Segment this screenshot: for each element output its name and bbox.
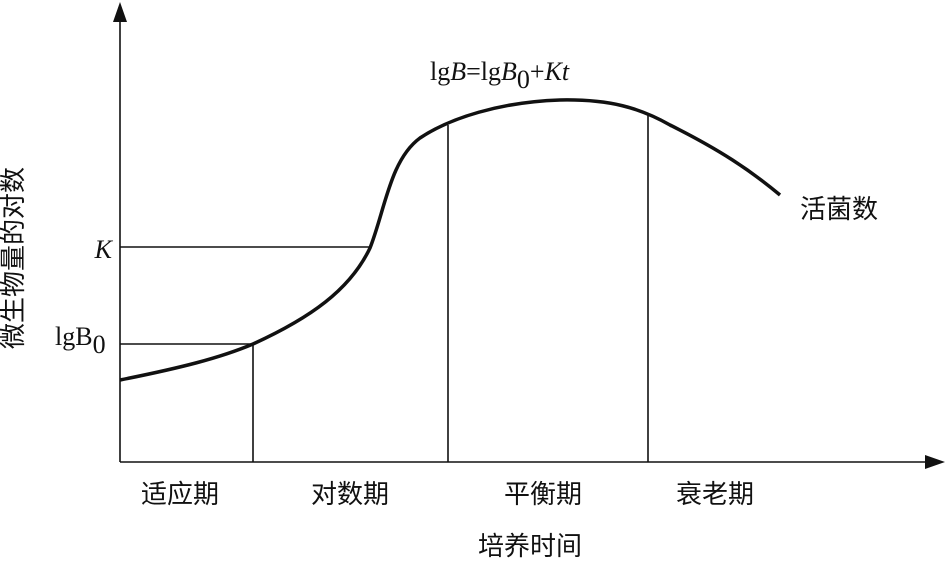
- growth-curve: [119, 98, 782, 382]
- y-axis-label: 微生物量的对数: [0, 167, 28, 349]
- lgb0-label: lgB0: [55, 322, 106, 359]
- x-axis-label: 培养时间: [478, 532, 582, 561]
- formula-part: lg: [430, 57, 450, 86]
- formula-part: B: [450, 57, 466, 86]
- formula-part: 0: [517, 65, 530, 94]
- phase-label: 对数期: [311, 480, 389, 509]
- phase-label: 适应期: [141, 480, 219, 509]
- formula-part: +: [530, 57, 545, 86]
- x-arrow: [925, 455, 945, 469]
- curve-label: 活菌数: [800, 195, 878, 224]
- phase-label: 平衡期: [504, 480, 582, 509]
- formula-part: Kt: [544, 57, 570, 86]
- formula-part: B: [501, 57, 517, 86]
- formula-part: =lg: [466, 57, 501, 86]
- y-arrow: [113, 2, 127, 22]
- lgb0-sub: 0: [93, 330, 106, 359]
- phase-label: 衰老期: [676, 480, 754, 509]
- k-label: K: [94, 235, 114, 264]
- formula: lgB=lgB0+Kt: [430, 57, 570, 94]
- lgb0-base: lgB: [55, 322, 93, 351]
